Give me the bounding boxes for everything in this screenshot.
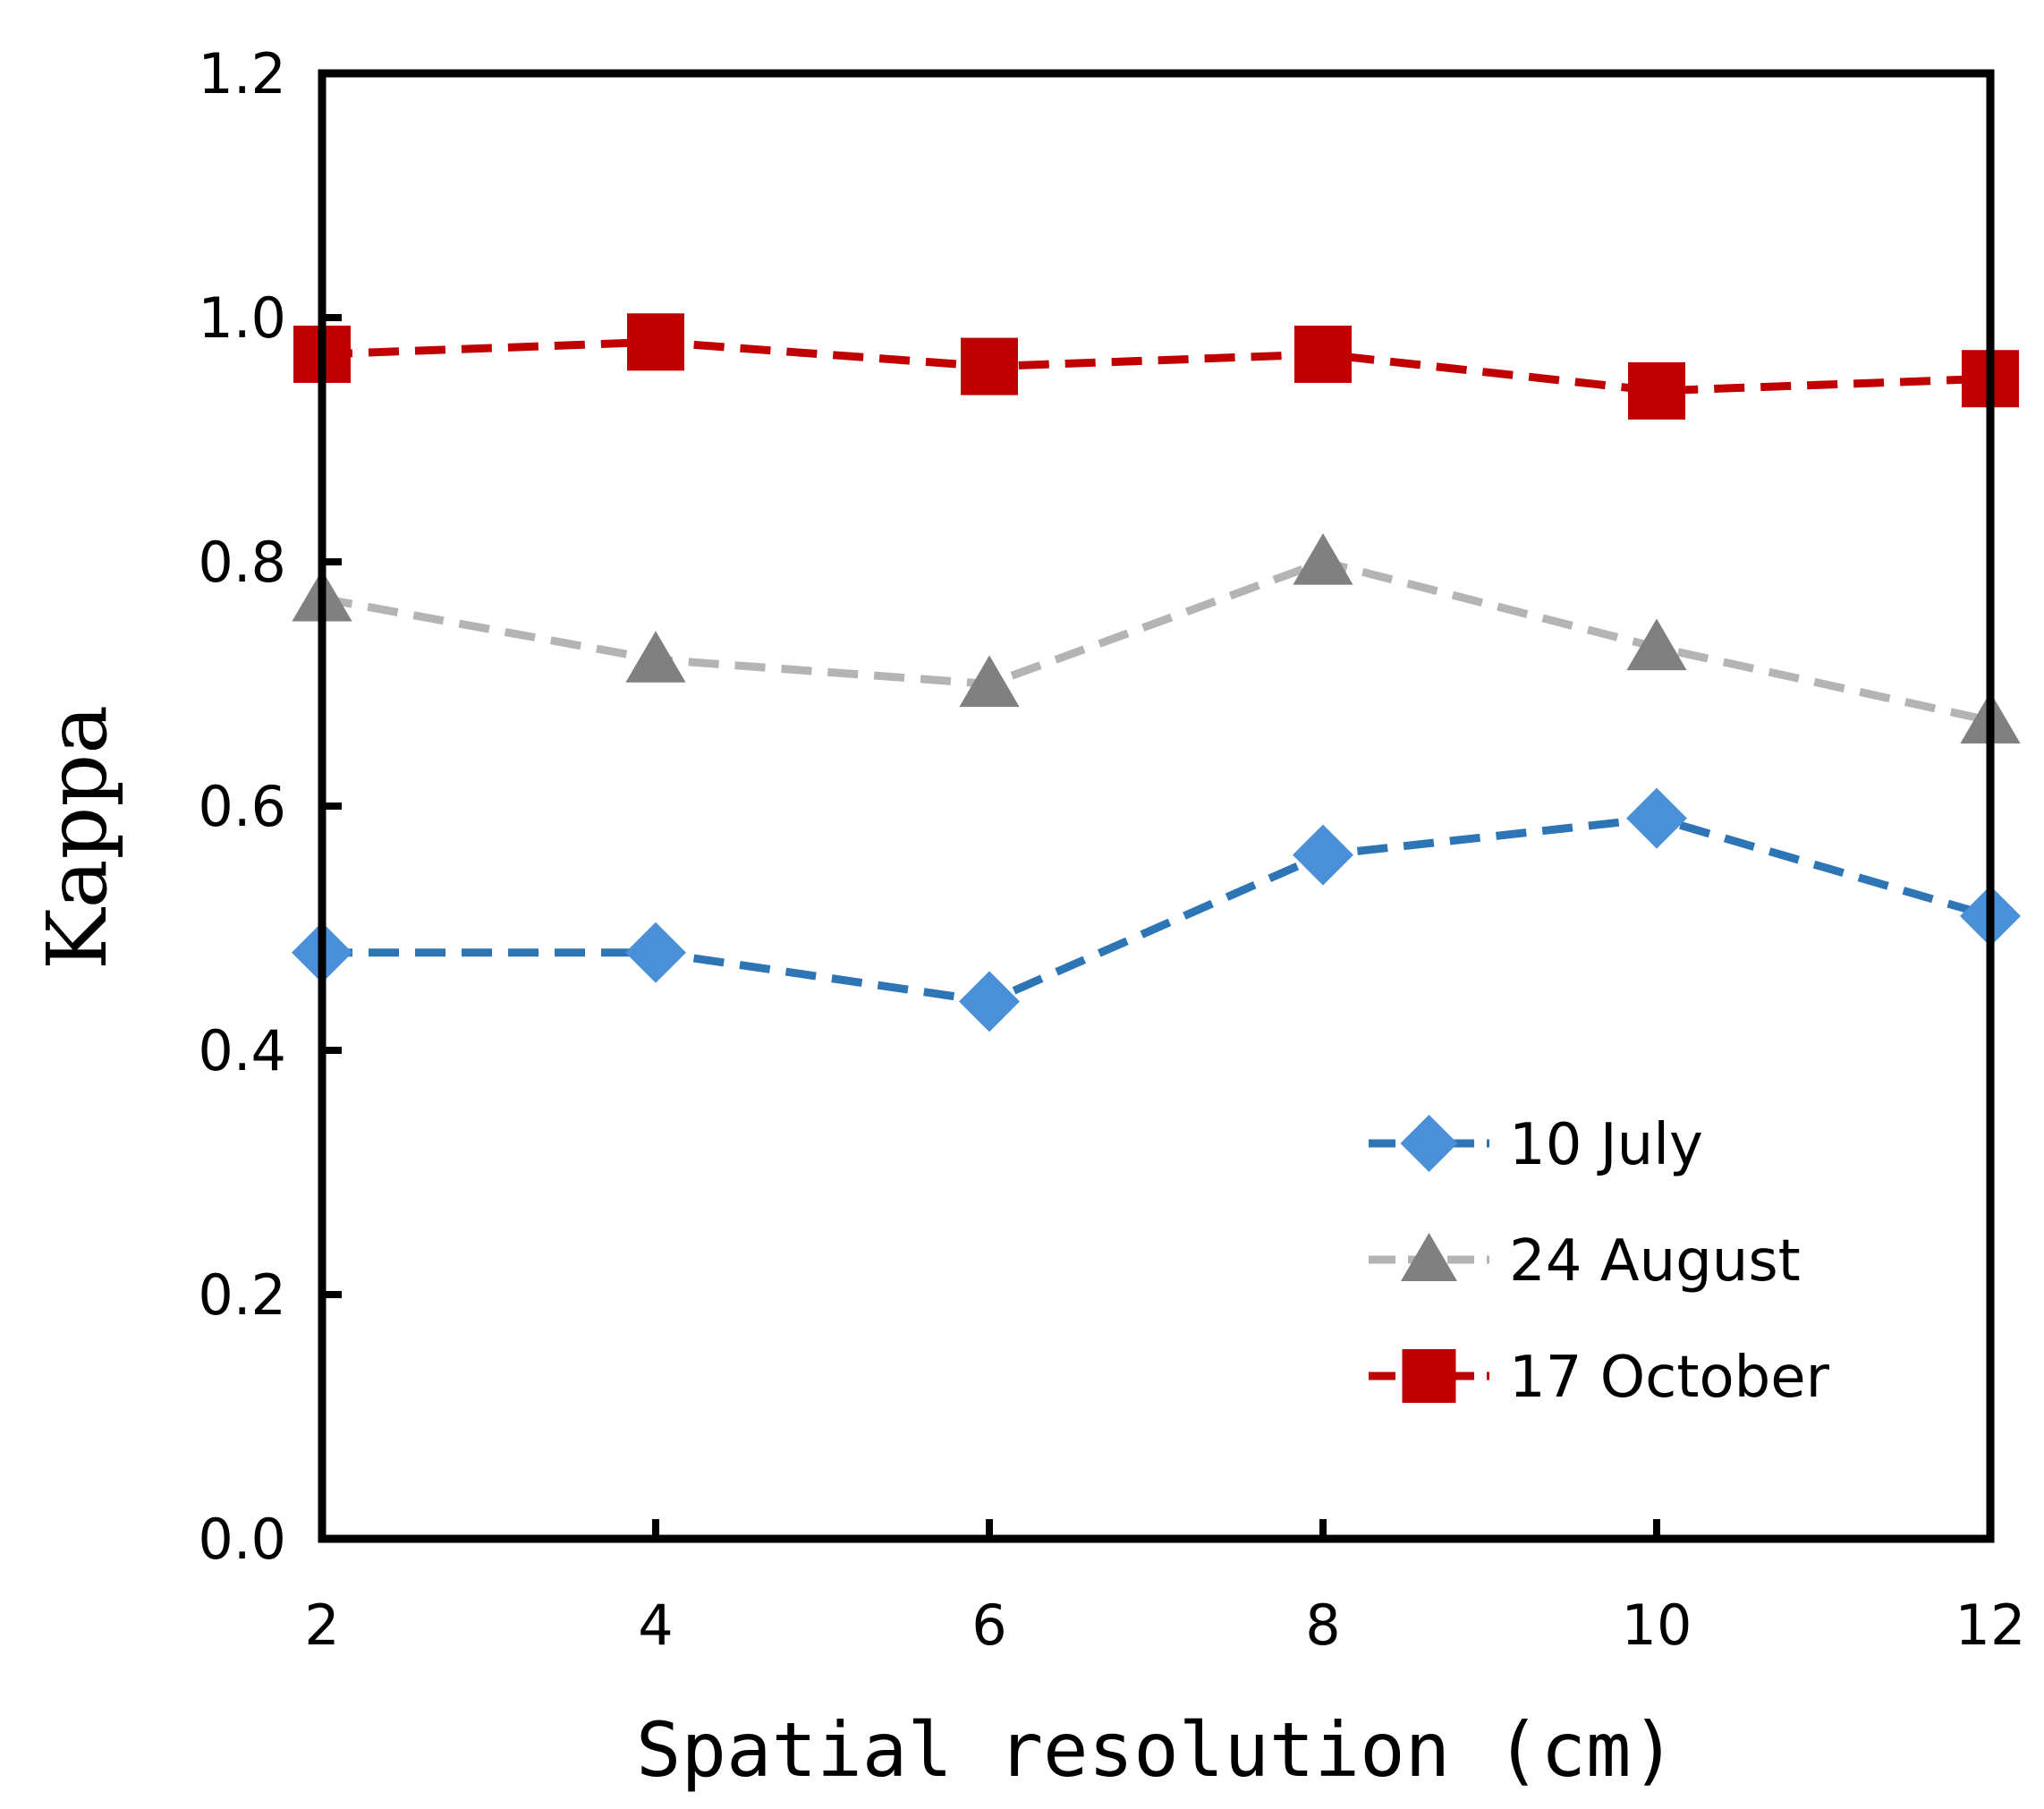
- x-tick-label: 6: [971, 1592, 1006, 1658]
- series-line: [321, 557, 1991, 725]
- ticks-layer: 0.0 0.2 0.4 0.6 0.8 1.0 1.2 2 4 6 8 10 12: [198, 41, 2025, 1658]
- data-point: [961, 337, 1018, 395]
- legend-marker: [1402, 1349, 1456, 1403]
- data-point: [1626, 618, 1687, 671]
- data-point: [1293, 824, 1353, 886]
- data-point: [625, 921, 686, 983]
- x-tick-label: 8: [1305, 1592, 1340, 1658]
- plot-frame: [318, 69, 1995, 1543]
- data-point: [959, 971, 1020, 1032]
- series-2: [293, 313, 2019, 420]
- data-point: [1628, 361, 1685, 420]
- y-tick-label: 0.0: [198, 1507, 286, 1572]
- legend-label: 24 August: [1509, 1228, 1801, 1295]
- legend: 10 July 24 August 17 October: [1369, 1112, 1830, 1411]
- series-0: [292, 787, 2021, 1032]
- data-point: [1294, 325, 1352, 383]
- series-layer: [292, 313, 2021, 1032]
- data-point: [1626, 787, 1687, 849]
- y-tick-label: 0.2: [198, 1262, 286, 1328]
- series-line: [322, 814, 1992, 1006]
- legend-marker: [1400, 1115, 1458, 1172]
- x-axis-title: Spatial resolution (cm): [636, 1706, 1676, 1794]
- y-axis-title: Kappa: [30, 705, 125, 970]
- legend-item: 10 July: [1369, 1112, 1703, 1178]
- legend-item: 24 August: [1369, 1228, 1801, 1295]
- data-point: [625, 631, 686, 683]
- data-point: [627, 313, 684, 371]
- x-tick-label: 12: [1955, 1592, 2026, 1658]
- legend-label: 17 October: [1509, 1345, 1830, 1411]
- data-point: [959, 655, 1020, 708]
- x-tick-label: 4: [638, 1592, 673, 1658]
- x-tick-label: 10: [1622, 1592, 1692, 1658]
- y-tick-label: 0.6: [198, 774, 286, 839]
- data-point: [1293, 533, 1353, 585]
- y-tick-label: 0.4: [198, 1018, 286, 1083]
- series-line: [321, 337, 1991, 395]
- y-tick-label: 0.8: [198, 530, 286, 595]
- legend-item: 17 October: [1369, 1345, 1830, 1411]
- legend-label: 10 July: [1509, 1112, 1703, 1178]
- y-tick-label: 1.0: [198, 285, 286, 351]
- y-tick-label: 1.2: [198, 41, 286, 106]
- x-tick-label: 2: [304, 1592, 339, 1658]
- series-1: [292, 533, 2021, 744]
- legend-marker: [1401, 1233, 1457, 1281]
